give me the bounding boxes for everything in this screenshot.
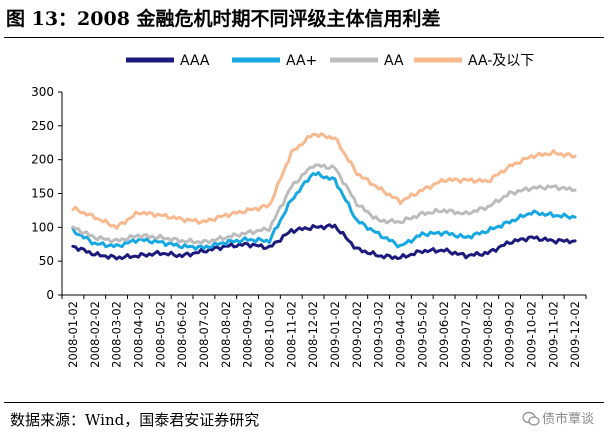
x-tick-label: 2009-05-02	[415, 301, 429, 368]
x-tick-label: 2008-06-02	[175, 301, 189, 368]
y-tick-label: 50	[39, 254, 54, 268]
x-tick-label: 2009-09-02	[503, 301, 517, 368]
x-tick-label: 2008-12-02	[306, 301, 320, 368]
y-tick-label: 100	[31, 220, 54, 234]
y-tick-label: 150	[31, 187, 54, 201]
wechat-icon	[522, 411, 540, 426]
x-tick-label: 2009-03-02	[372, 301, 386, 368]
x-tick-label: 2009-12-02	[568, 301, 582, 368]
figure-title: 图 13：2008 金融危机时期不同评级主体信用利差	[6, 8, 441, 30]
x-tick-label: 2009-07-02	[459, 301, 473, 368]
legend-label: AAA	[180, 53, 210, 69]
series-line-2	[71, 171, 577, 251]
x-tick-label: 2008-07-02	[197, 301, 211, 368]
series-line-1	[71, 223, 577, 261]
x-tick-label: 2008-04-02	[131, 301, 145, 368]
y-tick-label: 0	[46, 288, 54, 302]
watermark-text: 债市覃谈	[541, 412, 594, 427]
x-tick-label: 2009-06-02	[437, 301, 451, 368]
series-line-4	[71, 132, 577, 230]
legend-label: AA-及以下	[468, 53, 534, 69]
y-tick-label: 200	[31, 153, 54, 167]
y-tick-label: 300	[31, 85, 54, 99]
x-tick-label: 2008-11-02	[284, 301, 298, 368]
x-tick-label: 2009-01-02	[328, 301, 342, 368]
watermark: 债市覃谈	[522, 404, 594, 436]
x-tick-label: 2009-10-02	[524, 301, 538, 368]
series-line-3	[71, 163, 577, 245]
x-tick-label: 2009-08-02	[481, 301, 495, 368]
legend-label: AA	[384, 53, 404, 69]
x-tick-label: 2009-04-02	[393, 301, 407, 368]
x-tick-label: 2008-02-02	[88, 301, 102, 368]
x-tick-label: 2008-03-02	[110, 301, 124, 368]
x-tick-label: 2009-02-02	[350, 301, 364, 368]
bottom-rule	[4, 402, 604, 403]
top-rule	[4, 37, 604, 38]
x-tick-label: 2008-01-02	[66, 301, 80, 368]
legend-label: AA+	[286, 53, 317, 69]
x-tick-label: 2008-05-02	[153, 301, 167, 368]
x-tick-label: 2008-10-02	[262, 301, 276, 368]
line-chart: 0 50 100 150 200 250 300 2008-01-02 2008-02-02 20…	[31, 53, 587, 368]
x-tick-label: 2009-11-02	[546, 301, 560, 368]
y-tick-label: 250	[31, 119, 54, 133]
x-tick-label: 2008-08-02	[219, 301, 233, 368]
source-note: 数据来源：Wind，国泰君安证券研究	[10, 411, 260, 429]
x-tick-label: 2008-09-02	[241, 301, 255, 368]
